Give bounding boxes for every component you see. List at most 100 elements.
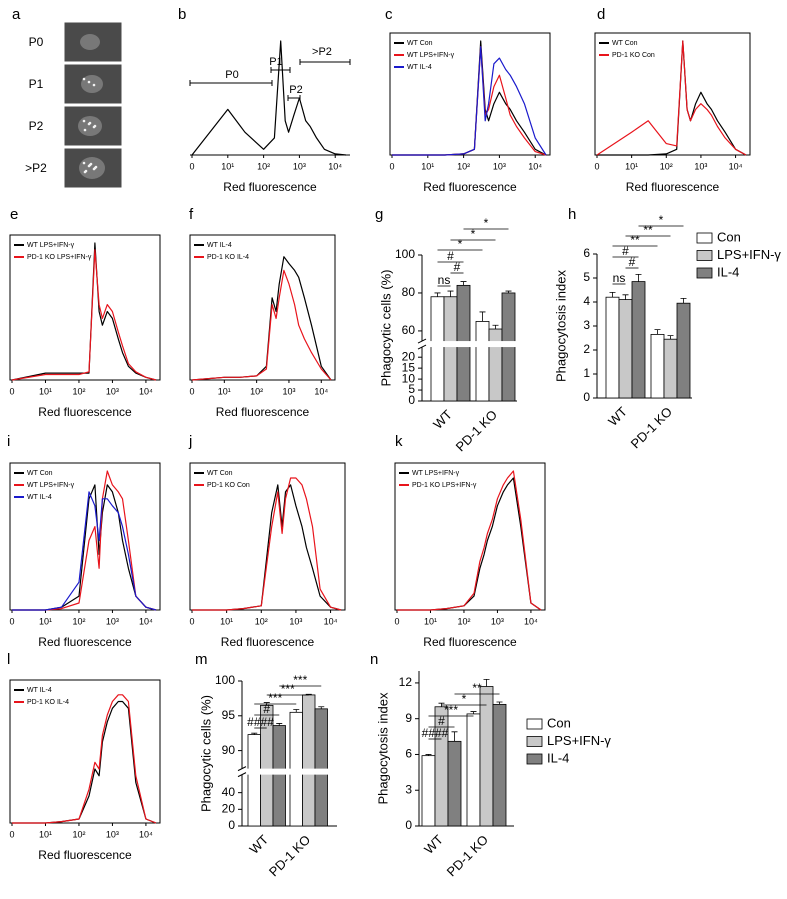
legend-label: LPS+IFN-γ (717, 247, 781, 262)
x-tick-label: 10¹ (39, 616, 52, 626)
legend-label: PD-1 KO LPS+IFN-γ (27, 254, 92, 261)
error-bar (251, 732, 258, 735)
x-axis-label: Red fluorescence (38, 635, 132, 649)
bar (631, 281, 646, 399)
histogram-line (12, 470, 157, 611)
bead (88, 121, 92, 125)
significance-label: #### (422, 726, 449, 740)
y-tick-label: 0 (228, 818, 235, 832)
bar (650, 333, 665, 399)
x-tick-label: 0 (189, 616, 194, 626)
legend-swatch (696, 250, 713, 261)
y-tick-label: 0 (408, 393, 415, 407)
bar (247, 734, 261, 827)
y-tick-label: 90 (222, 743, 236, 757)
x-axis-label: Red fluorescence (223, 180, 317, 194)
bead (82, 77, 86, 81)
significance-label: ** (472, 681, 482, 695)
legend-label: IL-4 (717, 264, 739, 279)
x-tick-label: 10⁴ (314, 386, 328, 396)
bead (82, 161, 86, 165)
x-tick-label: 10² (660, 161, 673, 171)
x-tick-label: 0 (389, 161, 394, 171)
error-bar (276, 723, 283, 726)
x-tick-label: 10⁴ (524, 616, 538, 626)
x-tick-label: 10³ (106, 386, 119, 396)
significance-label: # (629, 255, 636, 269)
significance-label: # (263, 702, 270, 716)
legend-label: PD-1 KO Con (612, 52, 655, 59)
significance-label: ** (643, 223, 653, 237)
x-tick-label: 10³ (694, 161, 707, 171)
bar (314, 708, 328, 827)
axis-break (416, 341, 517, 348)
panel-letter: k (395, 433, 403, 450)
error-bar (434, 292, 441, 297)
x-tick-label: 10³ (282, 386, 295, 396)
x-tick-label: 10⁴ (324, 616, 338, 626)
axis-break-mark (237, 766, 247, 772)
panel-letter: d (597, 6, 605, 23)
y-tick-label: 80 (402, 285, 416, 299)
error-bar (318, 706, 325, 709)
histogram-line (597, 40, 747, 156)
bar (443, 296, 458, 402)
x-tick-label: 10¹ (221, 161, 234, 171)
image-label: >P2 (25, 161, 47, 175)
x-tick-label: 0 (9, 829, 14, 839)
axis-break (236, 768, 337, 775)
error-bar (622, 294, 629, 300)
significance-label: # (438, 714, 445, 728)
x-tick-label: 0 (189, 386, 194, 396)
legend-swatch (696, 267, 713, 279)
y-tick-label: 3 (405, 782, 412, 796)
panel-letter: j (188, 433, 192, 450)
legend-label: WT IL-4 (407, 64, 432, 71)
y-axis-label: Phagocytic cells (%) (198, 695, 213, 812)
y-tick-label: 100 (215, 673, 235, 687)
cell-body (80, 34, 100, 50)
plot-frame (594, 32, 751, 156)
y-tick-label: 40 (222, 785, 236, 799)
x-tick-label: 10² (255, 616, 268, 626)
y-tick-label: 0 (405, 818, 412, 832)
bar (605, 296, 620, 399)
bar (466, 713, 481, 827)
panel-letter: g (375, 206, 383, 223)
y-tick-label: 2 (583, 342, 590, 356)
legend-swatch (526, 736, 543, 747)
histogram-line (596, 40, 747, 156)
legend-label: WT Con (407, 40, 433, 47)
legend-label: IL-4 (547, 750, 569, 765)
cell-body (81, 75, 103, 93)
bead (89, 162, 93, 166)
histogram-line (11, 249, 157, 381)
legend-label: WT LPS+IFN-γ (407, 52, 455, 59)
bar (421, 755, 436, 827)
gate-label: P1 (269, 56, 282, 68)
panel-letter: e (10, 206, 18, 223)
significance-label: *** (268, 691, 282, 705)
y-tick-label: 4 (583, 294, 590, 308)
significance-label: *** (281, 682, 295, 696)
bead (87, 80, 91, 84)
x-tick-label: 10¹ (39, 386, 52, 396)
x-tick-label: 0 (394, 616, 399, 626)
error-bar (479, 311, 486, 322)
error-bar (293, 709, 300, 713)
plot-frame (9, 679, 161, 824)
significance-label: *** (293, 673, 307, 687)
x-tick-label: 10² (457, 616, 470, 626)
y-tick-label: 6 (405, 747, 412, 761)
plot-frame (9, 462, 161, 611)
significance-label: # (454, 260, 461, 274)
image-label: P1 (29, 77, 44, 91)
axis-break-mark (417, 344, 427, 350)
x-axis-label: Red fluorescence (216, 405, 310, 419)
plot-frame (394, 462, 546, 611)
x-axis-label: Red fluorescence (626, 180, 720, 194)
x-tick-label: 0 (189, 161, 194, 171)
panel-letter: l (7, 651, 10, 668)
panel-letter: n (370, 651, 378, 668)
legend-label: WT LPS+IFN-γ (27, 482, 75, 489)
